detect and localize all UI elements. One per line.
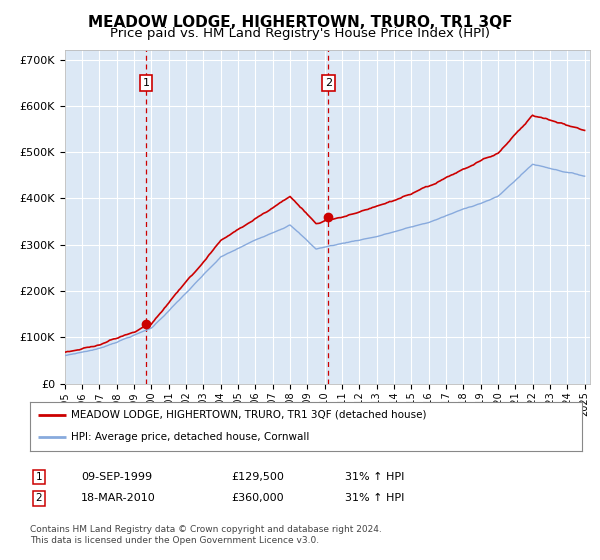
Text: 31% ↑ HPI: 31% ↑ HPI (345, 472, 404, 482)
Text: MEADOW LODGE, HIGHERTOWN, TRURO, TR1 3QF (detached house): MEADOW LODGE, HIGHERTOWN, TRURO, TR1 3QF… (71, 410, 427, 420)
Text: 1: 1 (143, 78, 149, 88)
Text: 1: 1 (35, 472, 43, 482)
Text: 18-MAR-2010: 18-MAR-2010 (81, 493, 156, 503)
Text: Contains HM Land Registry data © Crown copyright and database right 2024.
This d: Contains HM Land Registry data © Crown c… (30, 525, 382, 545)
Text: HPI: Average price, detached house, Cornwall: HPI: Average price, detached house, Corn… (71, 432, 310, 442)
Text: £129,500: £129,500 (231, 472, 284, 482)
Text: 31% ↑ HPI: 31% ↑ HPI (345, 493, 404, 503)
Text: £360,000: £360,000 (231, 493, 284, 503)
Text: 2: 2 (35, 493, 43, 503)
Text: MEADOW LODGE, HIGHERTOWN, TRURO, TR1 3QF: MEADOW LODGE, HIGHERTOWN, TRURO, TR1 3QF (88, 15, 512, 30)
Text: Price paid vs. HM Land Registry's House Price Index (HPI): Price paid vs. HM Land Registry's House … (110, 27, 490, 40)
Text: 2: 2 (325, 78, 332, 88)
Text: 09-SEP-1999: 09-SEP-1999 (81, 472, 152, 482)
